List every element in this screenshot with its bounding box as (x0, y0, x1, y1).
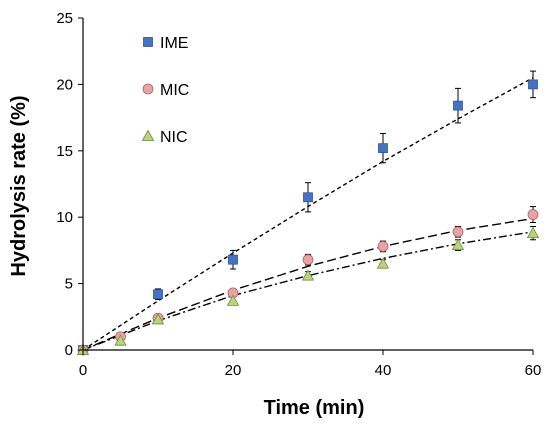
legend-label-ime: IME (160, 35, 188, 52)
y-tick-label: 20 (56, 76, 73, 93)
data-point-nic (114, 334, 127, 346)
data-point-nic (451, 238, 465, 250)
x-axis-title: Time (min) (264, 397, 365, 419)
y-tick-label: 0 (65, 342, 73, 359)
x-tick-label: 20 (225, 362, 242, 379)
data-point-mic (302, 254, 314, 266)
data-point-nic (376, 257, 390, 269)
x-tick-label: 60 (525, 362, 542, 379)
data-point-nic (151, 313, 165, 325)
legend-label-mic: MIC (160, 82, 189, 99)
data-point-nic (301, 269, 315, 281)
data-point-mic (527, 209, 539, 220)
fit-line-nic (82, 231, 534, 351)
y-tick-label: 5 (65, 276, 73, 293)
data-point-ime (228, 254, 238, 265)
y-tick-label: 25 (56, 10, 73, 27)
legend: IME MIC NIC (141, 35, 189, 146)
y-tick-label: 15 (56, 143, 73, 160)
error-bars (117, 70, 536, 344)
x-tick-label: 40 (375, 362, 392, 379)
data-point-nic (226, 294, 240, 306)
data-point-mic (377, 241, 389, 252)
data-point-nic (526, 226, 540, 239)
fit-line-ime (82, 77, 534, 351)
fit-line-mic (82, 217, 534, 351)
data-point-ime (378, 143, 388, 154)
data-point-ime (153, 289, 163, 300)
axes: 0 20 40 60 0 5 10 15 20 25 (56, 10, 541, 379)
legend-marker-nic (141, 129, 155, 141)
data-point-mic (452, 226, 464, 238)
data-point-ime (528, 79, 538, 90)
legend-marker-ime (143, 37, 153, 47)
legend-marker-mic (142, 83, 154, 95)
data-point-ime (303, 192, 313, 203)
data-point-ime (453, 100, 463, 111)
y-tick-label: 10 (56, 209, 73, 226)
legend-label-nic: NIC (160, 129, 188, 146)
fit-lines (82, 77, 534, 351)
data-markers (76, 79, 540, 356)
x-tick-label: 0 (79, 362, 87, 379)
y-axis-title: Hydrolysis rate (%) (8, 95, 30, 276)
